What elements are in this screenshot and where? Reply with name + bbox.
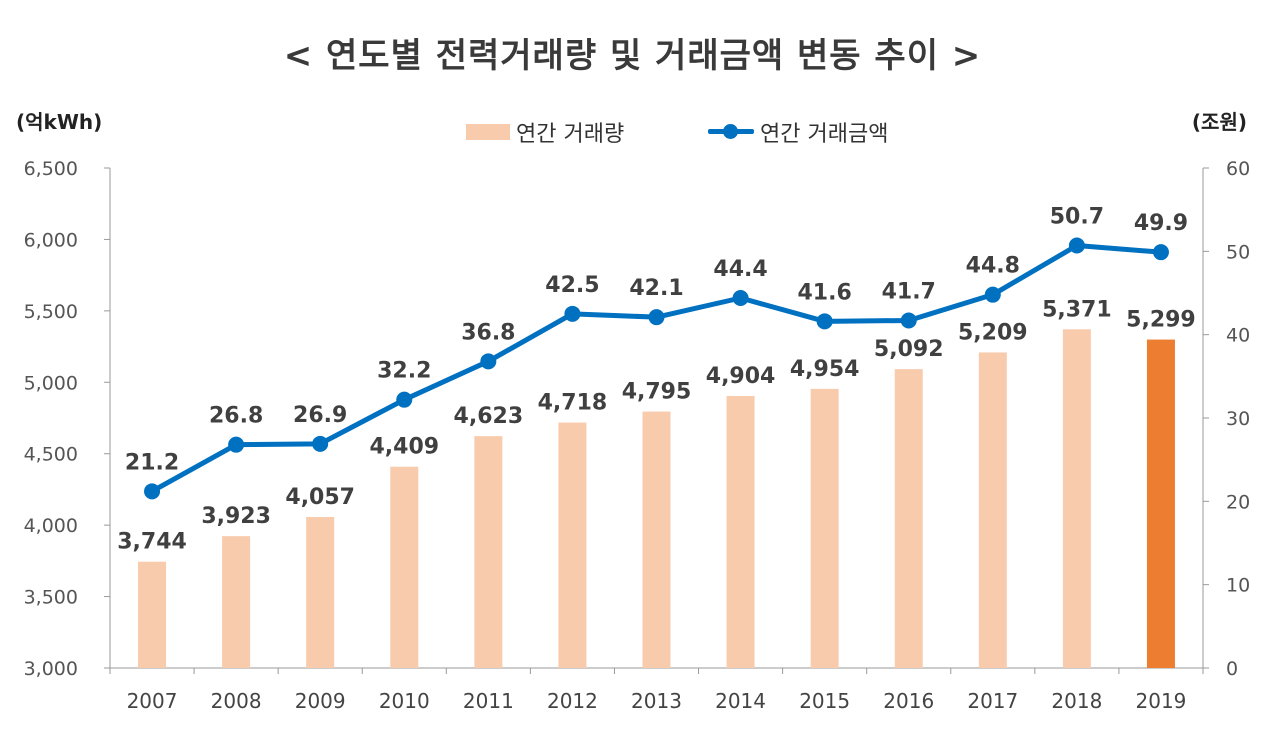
right-tick-label: 40	[1226, 325, 1250, 347]
line-data-label: 42.5	[545, 273, 599, 298]
line-data-label: 41.6	[798, 280, 852, 305]
bar	[642, 411, 671, 668]
legend-label-volume: 연간 거래량	[516, 122, 625, 147]
bar	[474, 436, 503, 668]
bar-data-label: 4,623	[454, 404, 524, 429]
legend-line-swatch	[708, 124, 754, 139]
bar-data-label: 4,409	[369, 435, 439, 460]
x-tick-label: 2019	[1136, 689, 1187, 713]
bar	[810, 388, 839, 668]
line-point	[1068, 237, 1085, 254]
line-data-label: 44.4	[713, 257, 767, 282]
bar-data-label: 5,299	[1126, 308, 1196, 333]
right-tick-label: 60	[1226, 158, 1250, 180]
line-point	[228, 436, 245, 453]
bar-data-label: 3,923	[201, 504, 271, 529]
bar-data-label: 4,057	[285, 485, 355, 510]
left-tick-label: 4,500	[24, 444, 78, 466]
left-tick-label: 5,500	[24, 301, 78, 323]
right-tick-label: 0	[1226, 658, 1238, 680]
bar-data-label: 4,795	[622, 380, 692, 405]
line-data-label: 26.9	[293, 403, 347, 428]
legend-item-volume: 연간 거래량	[466, 116, 624, 148]
x-tick-label: 2017	[967, 689, 1018, 713]
bar-data-label: 4,954	[790, 357, 860, 382]
x-tick-label: 2007	[127, 689, 178, 713]
line-data-label: 42.1	[629, 276, 683, 301]
line-point	[900, 312, 917, 329]
bar-data-label: 3,744	[117, 530, 187, 555]
x-tick-label: 2014	[715, 689, 766, 713]
left-tick-label: 3,000	[24, 658, 78, 680]
legend-item-amount: 연간 거래금액	[708, 116, 888, 148]
right-tick-label: 20	[1226, 491, 1250, 513]
line-layer	[144, 237, 1169, 500]
bar	[138, 561, 167, 668]
right-tick-label: 50	[1226, 241, 1250, 263]
left-tick-label: 3,500	[24, 587, 78, 609]
x-tick-label: 2010	[379, 689, 430, 713]
x-tick-label: 2009	[295, 689, 346, 713]
x-tick-label: 2018	[1051, 689, 1102, 713]
bar-data-label: 4,718	[538, 391, 608, 416]
line-data-label: 44.8	[966, 254, 1020, 279]
line-data-label: 41.7	[882, 280, 936, 305]
bar	[1062, 329, 1091, 668]
line-data-label: 36.8	[461, 320, 515, 345]
line-point	[732, 290, 749, 306]
bar	[222, 536, 251, 668]
legend: 연간 거래량 연간 거래금액	[0, 116, 1265, 148]
left-tick-label: 4,000	[24, 515, 78, 537]
x-tick-label: 2012	[547, 689, 598, 713]
line-point	[144, 483, 161, 500]
bar-data-label: 5,209	[958, 320, 1028, 345]
bar	[894, 369, 923, 668]
chart-title: < 연도별 전력거래량 및 거래금액 변동 추이 >	[283, 36, 982, 76]
line-point	[816, 313, 833, 330]
line-data-label: 49.9	[1134, 211, 1188, 236]
x-tick-label: 2013	[631, 689, 682, 713]
line-point	[564, 305, 581, 322]
left-tick-label: 5,000	[24, 372, 78, 394]
bar	[306, 517, 335, 668]
labels-layer: 3,744 3,923 4,057 4,409 4,623 4,718 4,795 4,904…	[117, 205, 1196, 555]
bar	[1146, 339, 1175, 668]
axes-layer: 3,000 3,500 4,000 4,500 5,000 5,500 6,000 6,500…	[24, 158, 1251, 713]
bar-data-label: 5,371	[1042, 297, 1112, 322]
x-tick-label: 2015	[799, 689, 850, 713]
x-tick-label: 2008	[211, 689, 262, 713]
legend-bar-swatch	[466, 124, 510, 140]
bar-data-label: 4,904	[706, 364, 776, 389]
bar	[390, 466, 419, 668]
bar	[978, 352, 1007, 668]
legend-label-amount: 연간 거래금액	[760, 122, 889, 147]
right-tick-label: 10	[1226, 575, 1250, 597]
line-point	[480, 353, 497, 370]
line-data-label: 32.2	[377, 359, 431, 384]
right-tick-label: 30	[1226, 408, 1250, 430]
line-data-label: 26.8	[209, 404, 263, 429]
line-point	[396, 391, 413, 408]
right-axis-unit: (조원)	[1191, 110, 1247, 134]
line-point	[648, 309, 665, 326]
x-tick-label: 2011	[463, 689, 514, 713]
left-tick-label: 6,000	[24, 229, 78, 251]
line-point	[1152, 244, 1169, 261]
bar	[558, 422, 587, 668]
line-data-label: 50.7	[1050, 205, 1104, 230]
bars-layer	[138, 329, 1175, 668]
line-data-label: 21.2	[125, 450, 179, 475]
line-point	[312, 435, 329, 452]
bar	[726, 396, 755, 668]
left-tick-label: 6,500	[24, 158, 78, 180]
left-axis-unit: (억kWh)	[16, 110, 103, 134]
line-point	[984, 286, 1001, 303]
bar-data-label: 5,092	[874, 337, 944, 362]
x-tick-label: 2016	[883, 689, 934, 713]
